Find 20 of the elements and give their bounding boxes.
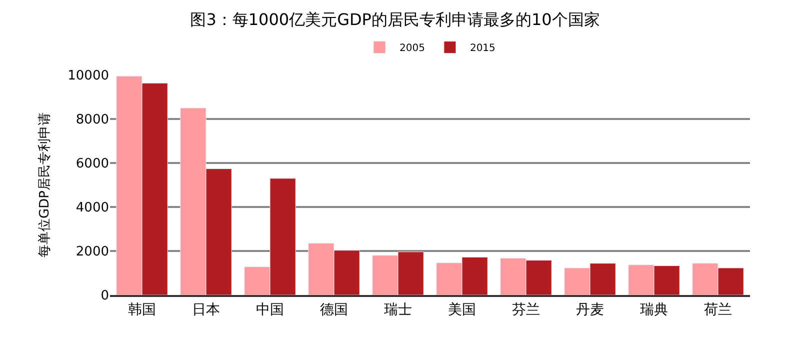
x-tick-label: 瑞典 (640, 302, 668, 318)
y-tick-label: 0 (100, 288, 109, 304)
y-axis-title: 每单位GDP居民专利申请 (38, 112, 53, 258)
x-tick-label: 中国 (256, 302, 284, 318)
x-tick-label: 日本 (192, 302, 220, 318)
x-tick-label: 韩国 (128, 302, 156, 318)
x-tick-label: 美国 (448, 302, 476, 318)
legend-label: 2015 (470, 43, 496, 54)
x-tick-label: 丹麦 (576, 302, 604, 318)
y-tick-label: 10000 (68, 68, 109, 84)
x-tick-label: 瑞士 (384, 302, 412, 318)
chart-title: 图3：每1000亿美元GDP的居民专利申请最多的10个国家 (190, 10, 600, 29)
y-tick-label: 6000 (76, 156, 109, 172)
x-tick-label: 荷兰 (704, 302, 732, 318)
y-tick-label: 2000 (76, 244, 109, 260)
legend-label: 2005 (400, 43, 425, 54)
y-tick-label: 8000 (76, 112, 109, 128)
x-tick-label: 芬兰 (512, 302, 540, 318)
y-tick-label: 4000 (76, 200, 109, 216)
x-tick-label: 德国 (320, 302, 348, 318)
